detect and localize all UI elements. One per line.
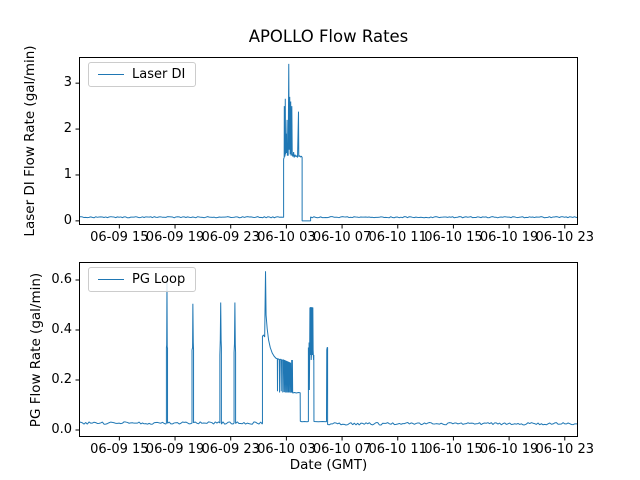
laser-di-legend-label: Laser DI [132,67,186,82]
x-tick-label: 06-09 23 [201,442,260,457]
y-tick-label: 0 [63,212,72,228]
x-tick-label: 06-10 19 [479,442,539,457]
x-axis-label: Date (GMT) [289,457,368,473]
y-tick-label: 3 [63,75,72,91]
x-tick-label: 06-10 11 [368,230,427,245]
x-tick-label: 06-09 15 [90,230,149,245]
x-tick-label: 06-10 03 [257,230,316,245]
laser-di-legend-line-icon [98,74,124,75]
laser-di-legend: Laser DI [88,62,197,87]
pg-loop-legend: PG Loop [88,267,197,292]
x-tick-label: 06-10 23 [535,442,594,457]
x-tick-label: 06-10 03 [257,442,316,457]
pg-loop-legend-line-icon [98,279,124,280]
laser-di-axes [75,57,578,229]
x-tick-label: 06-10 07 [312,230,372,245]
y-tick-label: 2 [63,121,72,137]
x-tick-label: 06-09 19 [145,442,205,457]
y-tick-label: 0.4 [51,322,72,337]
x-tick-label: 06-09 23 [201,230,260,245]
figure-title: APOLLO Flow Rates [248,27,409,46]
x-tick-label: 06-10 15 [424,230,483,245]
y-tick-label: 0.6 [51,272,72,287]
y-tick-label: 0.0 [51,422,72,437]
x-tick-label: 06-10 07 [312,442,372,457]
x-tick-label: 06-10 23 [535,230,594,245]
y-tick-label: 1 [63,166,72,182]
x-tick-label: 06-09 19 [145,230,205,245]
y-tick-label: 0.2 [51,372,72,387]
laser-di-ylabel: Laser DI Flow Rate (gal/min) [22,45,38,237]
pg-loop-legend-label: PG Loop [132,272,186,287]
x-tick-label: 06-09 15 [90,442,149,457]
x-tick-label: 06-10 15 [424,442,483,457]
x-tick-label: 06-10 19 [479,230,539,245]
pg-loop-axes [75,262,578,441]
x-tick-label: 06-10 11 [368,442,427,457]
pg-loop-ylabel: PG Flow Rate (gal/min) [28,272,44,427]
